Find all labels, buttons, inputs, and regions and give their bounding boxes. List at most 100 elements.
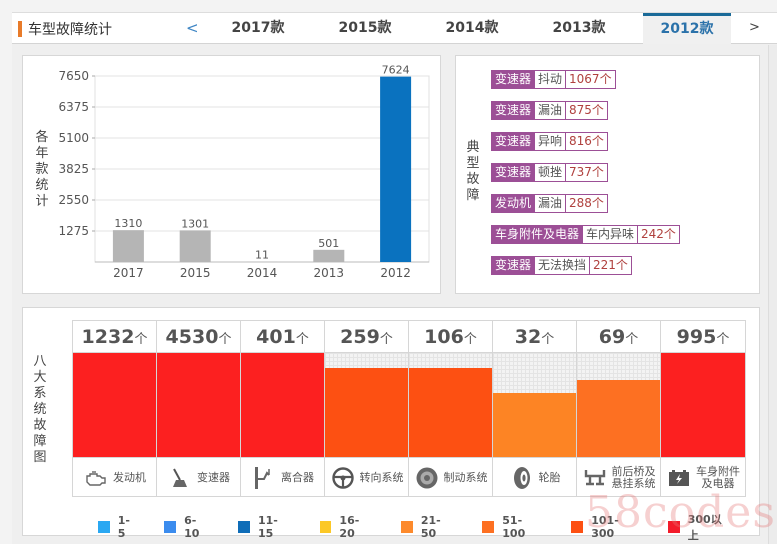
system-faults-label-char: 大 (33, 370, 47, 385)
fault-issue-tag: 抖动 (535, 70, 567, 89)
system-column[interactable]: 4530个 变速器 (157, 321, 241, 496)
fault-issue-tag: 顿挫 (535, 163, 567, 182)
system-column[interactable]: 32个 轮胎 (493, 321, 577, 496)
gear-shift-icon (167, 465, 193, 491)
fault-count-tag: 221个 (590, 256, 632, 275)
fault-item[interactable]: 变速器 抖动 1067个 (491, 70, 680, 89)
axle-suspension-icon (582, 465, 608, 491)
typical-faults-label: 典型故障 (466, 140, 480, 204)
system-name: 制动系统 (443, 470, 488, 484)
fault-part-tag: 发动机 (491, 194, 536, 213)
y-tick-label: 3825 (58, 162, 89, 176)
fault-item[interactable]: 变速器 异响 816个 (491, 132, 680, 151)
system-level-fill (493, 392, 576, 457)
system-count-number: 995 (676, 326, 717, 348)
system-level-fill (241, 353, 324, 457)
fault-item[interactable]: 发动机 漏油 288个 (491, 194, 680, 213)
system-count: 69个 (577, 321, 660, 353)
bar-2013 (313, 249, 345, 262)
bar-value-label: 1301 (181, 217, 209, 230)
x-tick-label: 2013 (314, 266, 345, 280)
system-count-unit: 个 (625, 332, 639, 347)
bar-value-label: 11 (255, 249, 269, 262)
legend-label: 101-300 (591, 514, 619, 540)
tab-2012[interactable]: 2012款 (643, 13, 731, 44)
tab-2015[interactable]: 2015款 (338, 20, 392, 36)
typical-faults-label-char: 障 (466, 188, 480, 203)
system-faults-label-char: 障 (33, 434, 47, 449)
battery-icon (666, 465, 692, 491)
system-faults-panel: 八大系统故障图 1232个 发动机 4530个 变速器 401个 离合器 259个 转向系统 1… (22, 307, 760, 542)
system-column[interactable]: 259个 转向系统 (325, 321, 409, 496)
system-level-area (241, 353, 324, 457)
system-level-area (577, 353, 660, 457)
y-tick-label: 6375 (58, 100, 89, 114)
fault-item[interactable]: 车身附件及电器 车内异味 242个 (491, 225, 680, 244)
system-column[interactable]: 69个前后桥及 悬挂系统 (577, 321, 661, 496)
fault-item[interactable]: 变速器 漏油 875个 (491, 101, 680, 120)
system-label: 转向系统 (325, 457, 408, 497)
system-level-area (325, 353, 408, 457)
page-title: 车型故障统计 (28, 22, 112, 38)
bar-2012 (380, 76, 412, 262)
header-bar: 车型故障统计 < 2017款 2015款 2014款 2013款 2012款 > (12, 13, 777, 44)
system-column[interactable]: 995个车身附件 及电器 (661, 321, 745, 496)
bar-value-label: 501 (318, 237, 339, 250)
bar-value-label: 1310 (114, 217, 142, 230)
system-faults-label-char: 系 (33, 386, 47, 401)
system-level-fill (577, 380, 660, 457)
fault-item[interactable]: 变速器 顿挫 737个 (491, 163, 680, 182)
scrollbar[interactable] (768, 45, 777, 544)
system-count-unit: 个 (716, 332, 730, 347)
bar-2017 (112, 230, 144, 262)
system-label: 车身附件 及电器 (661, 457, 745, 497)
tab-2017[interactable]: 2017款 (231, 20, 285, 36)
system-level-fill (409, 367, 492, 457)
system-count: 1232个 (73, 321, 156, 353)
system-level-fill (661, 353, 745, 457)
system-level-fill (325, 367, 408, 457)
fault-issue-tag: 异响 (535, 132, 567, 151)
fault-issue-tag: 漏油 (535, 194, 567, 213)
system-faults-label: 八大系统故障图 (33, 354, 47, 466)
system-level-area (409, 353, 492, 457)
system-name: 车身附件 及电器 (696, 464, 740, 490)
tab-2014[interactable]: 2014款 (445, 20, 499, 36)
legend-label: 21-50 (420, 514, 441, 540)
fault-item[interactable]: 变速器 无法换挡 221个 (491, 256, 680, 275)
fault-part-tag: 变速器 (491, 101, 536, 120)
fault-count-tag: 288个 (566, 194, 608, 213)
chart-y-label-char: 统 (35, 178, 49, 193)
prev-tab-button[interactable]: < (186, 19, 199, 37)
engine-icon (83, 465, 109, 491)
legend-label: 300以上 (687, 513, 722, 542)
bar-value-label: 7624 (382, 64, 410, 77)
system-column[interactable]: 401个 离合器 (241, 321, 325, 496)
system-count-number: 4530 (165, 326, 219, 348)
chart-y-label: 各年款统计 (35, 130, 49, 210)
fault-part-tag: 变速器 (491, 132, 536, 151)
system-faults-label-char: 八 (33, 354, 47, 369)
typical-faults-label-char: 典 (466, 140, 480, 155)
system-name: 前后桥及 悬挂系统 (611, 464, 656, 490)
tab-2013[interactable]: 2013款 (552, 20, 606, 36)
legend-swatch (667, 521, 680, 533)
system-label: 前后桥及 悬挂系统 (577, 457, 660, 497)
system-label: 制动系统 (409, 457, 492, 497)
yearly-bar-chart: 1275 2550 3825 5100 6375 7650 1310 2017 1301 2015… (58, 64, 430, 280)
system-count-number: 32 (514, 326, 542, 348)
system-count-number: 69 (598, 326, 626, 348)
system-level-area (157, 353, 240, 457)
legend-swatch (401, 521, 413, 533)
system-faults-label-char: 图 (33, 450, 47, 465)
x-tick-label: 2017 (113, 266, 144, 280)
fault-part-tag: 变速器 (491, 70, 536, 89)
legend-item: 101-300 (571, 511, 641, 543)
system-column[interactable]: 106个 制动系统 (409, 321, 493, 496)
x-tick-label: 2014 (247, 266, 278, 280)
system-label: 发动机 (73, 457, 156, 497)
system-column[interactable]: 1232个发动机 (73, 321, 157, 496)
fault-part-tag: 车身附件及电器 (491, 225, 584, 244)
next-tab-button[interactable]: > (749, 20, 760, 35)
brake-disc-icon (414, 465, 440, 491)
